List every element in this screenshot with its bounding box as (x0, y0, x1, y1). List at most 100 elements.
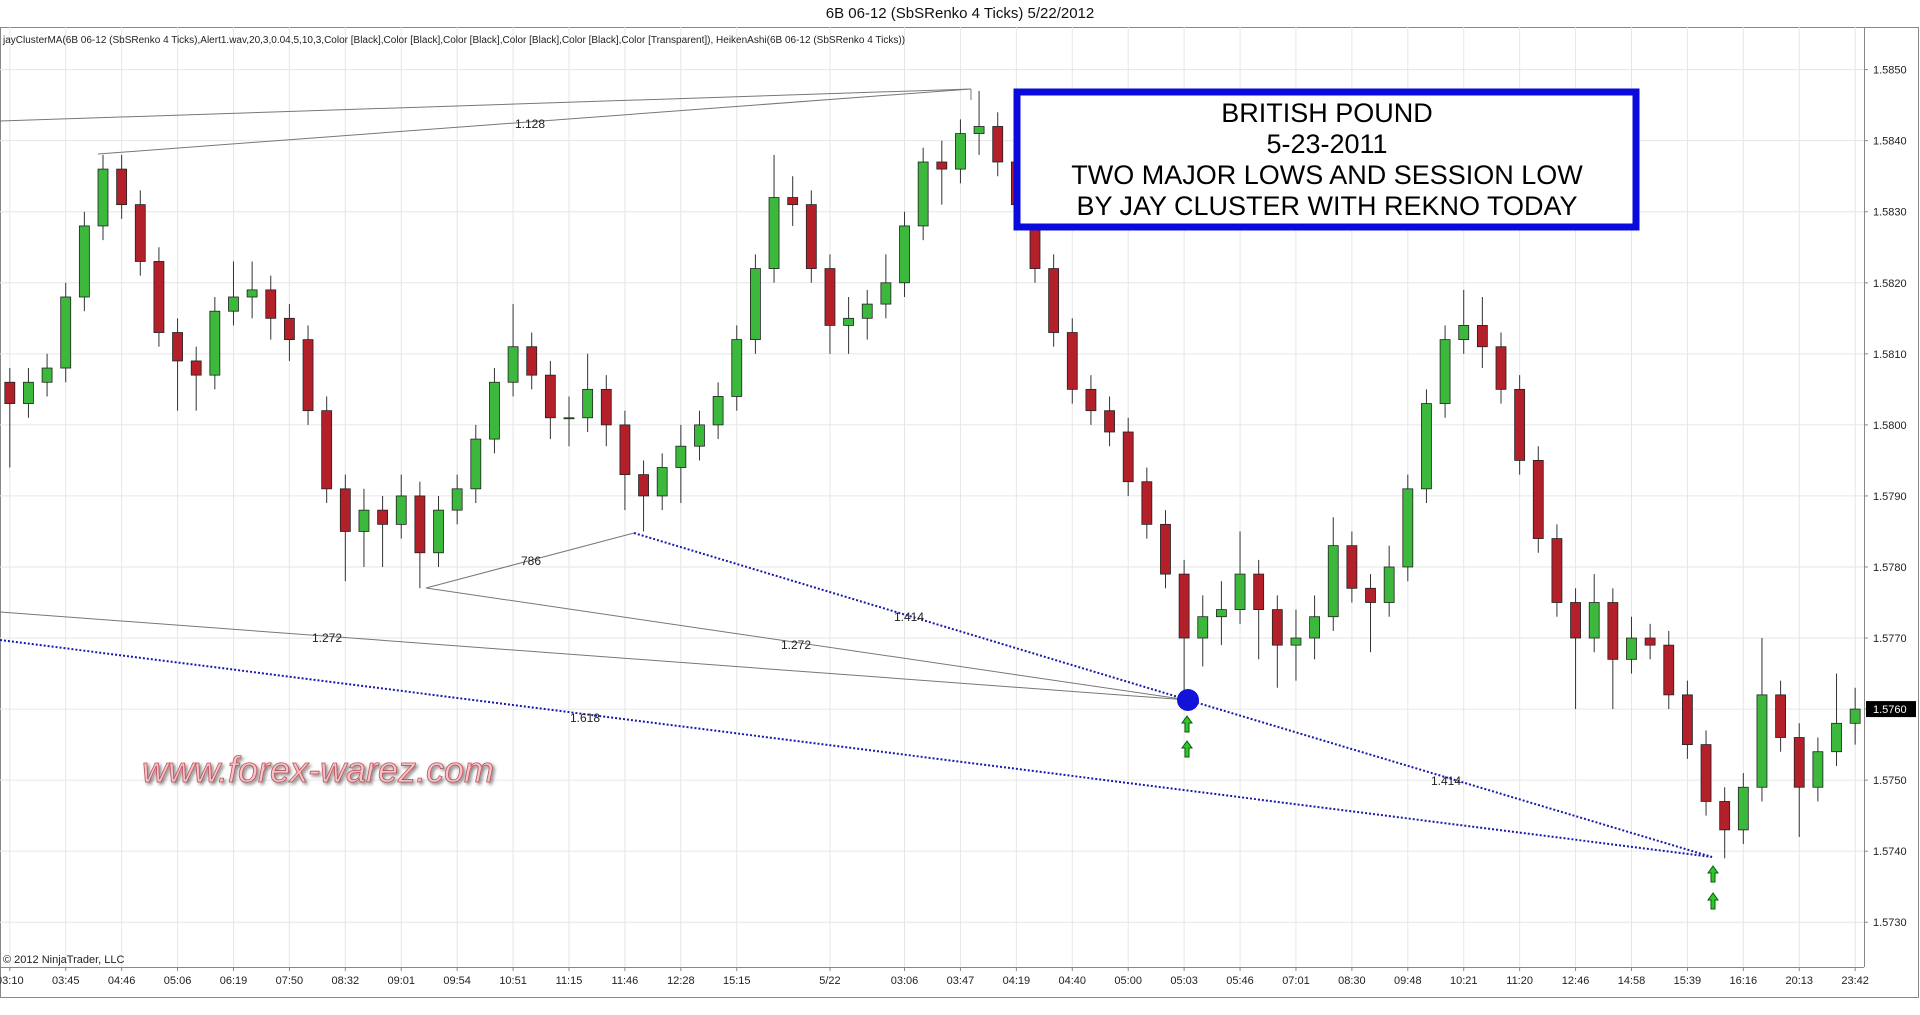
candle-body (23, 381, 34, 404)
candle-body (1476, 325, 1488, 348)
y-tick-label: 1.5770 (1873, 633, 1907, 645)
candle-body (694, 424, 705, 447)
candle-body (1048, 268, 1060, 333)
candle-body (1309, 616, 1320, 639)
candle-body (899, 225, 910, 284)
candle-body (824, 268, 836, 326)
x-tick-label: 08:30 (1338, 975, 1366, 987)
candle-body (955, 133, 966, 170)
x-tick-label: 07:01 (1282, 975, 1310, 987)
x-tick-label: 10:21 (1450, 975, 1478, 987)
blue-lines (0, 532, 1713, 858)
candle-body (1458, 325, 1470, 341)
candle-body (451, 488, 463, 511)
candle-body (600, 388, 612, 426)
x-tick-label: 03:10 (0, 975, 24, 987)
candle-body (1365, 587, 1376, 603)
y-tick-label: 1.5820 (1873, 278, 1907, 290)
fib-line (0, 611, 1189, 701)
candle-body (1327, 545, 1339, 618)
x-tick-label: 04:19 (1003, 975, 1031, 987)
candle-body (1514, 388, 1526, 461)
x-tick-label: 15:39 (1674, 975, 1702, 987)
candle-body (582, 388, 594, 419)
candle-body (1495, 346, 1507, 390)
projection-line (633, 532, 1713, 858)
candle-body (675, 445, 687, 468)
candle-body (507, 346, 519, 383)
candle-body (1700, 744, 1712, 802)
candle-body (750, 268, 761, 341)
candle-body (395, 495, 407, 525)
candle-body (134, 204, 146, 262)
up-arrow (1181, 740, 1193, 758)
candle-body (4, 381, 16, 404)
x-tick-label: 12:46 (1562, 975, 1590, 987)
fib-label: 1.272 (781, 638, 811, 652)
fib-label: 1.272 (312, 631, 342, 645)
x-tick-label: 15:15 (723, 975, 751, 987)
candle-body (880, 282, 892, 305)
x-tick-label: 04:40 (1059, 975, 1087, 987)
x-tick-label: 10:51 (499, 975, 527, 987)
candle-body (153, 261, 165, 333)
up-arrow (1707, 865, 1719, 883)
fib-label: 1.618 (570, 711, 600, 725)
y-tick-label: 1.5780 (1873, 562, 1907, 574)
candle-body (489, 381, 500, 440)
candle-body (805, 204, 817, 269)
candle-body (433, 509, 444, 554)
candle-body (992, 126, 1004, 163)
candle-body (1383, 566, 1395, 603)
candle-body (116, 168, 128, 206)
x-tick-label: 5/22 (819, 975, 840, 987)
y-tick-label: 1.5830 (1873, 207, 1907, 219)
candle-body (1682, 694, 1693, 746)
candle-body (246, 289, 258, 298)
copyright: © 2012 NinjaTrader, LLC (3, 954, 124, 966)
candle-body (321, 410, 333, 490)
candle-body (1066, 332, 1078, 390)
candle-body (1793, 737, 1805, 788)
candle-body (1197, 616, 1209, 639)
fib-label: 1.414 (894, 610, 924, 624)
candle-body (209, 310, 221, 376)
candle-body (1085, 388, 1097, 412)
headline-line: 5-23-2011 (1266, 129, 1387, 159)
x-tick-label: 05:03 (1170, 975, 1198, 987)
candle-body (731, 339, 743, 397)
candle-body (712, 396, 724, 426)
y-tick-label: 1.5750 (1873, 775, 1907, 787)
candle-body (1737, 786, 1749, 831)
candle-body (1346, 545, 1358, 589)
headline-line: BRITISH POUND (1221, 98, 1433, 128)
candle-body (1719, 801, 1731, 831)
candle-body (1849, 708, 1861, 724)
candle-body (414, 495, 426, 554)
candle-body (843, 317, 854, 326)
x-tick-label: 11:46 (612, 975, 639, 987)
x-tick-label: 05:46 (1226, 975, 1254, 987)
candle-body (1234, 573, 1246, 611)
candle-body (861, 303, 873, 319)
candle-body (936, 161, 948, 170)
candle-body (1644, 637, 1656, 646)
candle-body (526, 346, 538, 376)
y-tick-label: 1.5840 (1873, 136, 1907, 148)
fib-label: 1.414 (1431, 774, 1461, 788)
candle-body (78, 225, 90, 298)
x-tick-label: 07:50 (276, 975, 304, 987)
candle-body (1439, 339, 1451, 404)
fib-line (425, 532, 635, 589)
candle-body (377, 509, 389, 525)
candle-body (1831, 722, 1842, 753)
candle-body (1626, 637, 1637, 660)
x-tick-label: 05:00 (1114, 975, 1142, 987)
candle-body (1160, 523, 1171, 575)
candle-body (283, 317, 295, 341)
x-tick-label: 16:16 (1730, 975, 1758, 987)
candle-body (973, 126, 985, 134)
x-tick-label: 03:06 (891, 975, 919, 987)
